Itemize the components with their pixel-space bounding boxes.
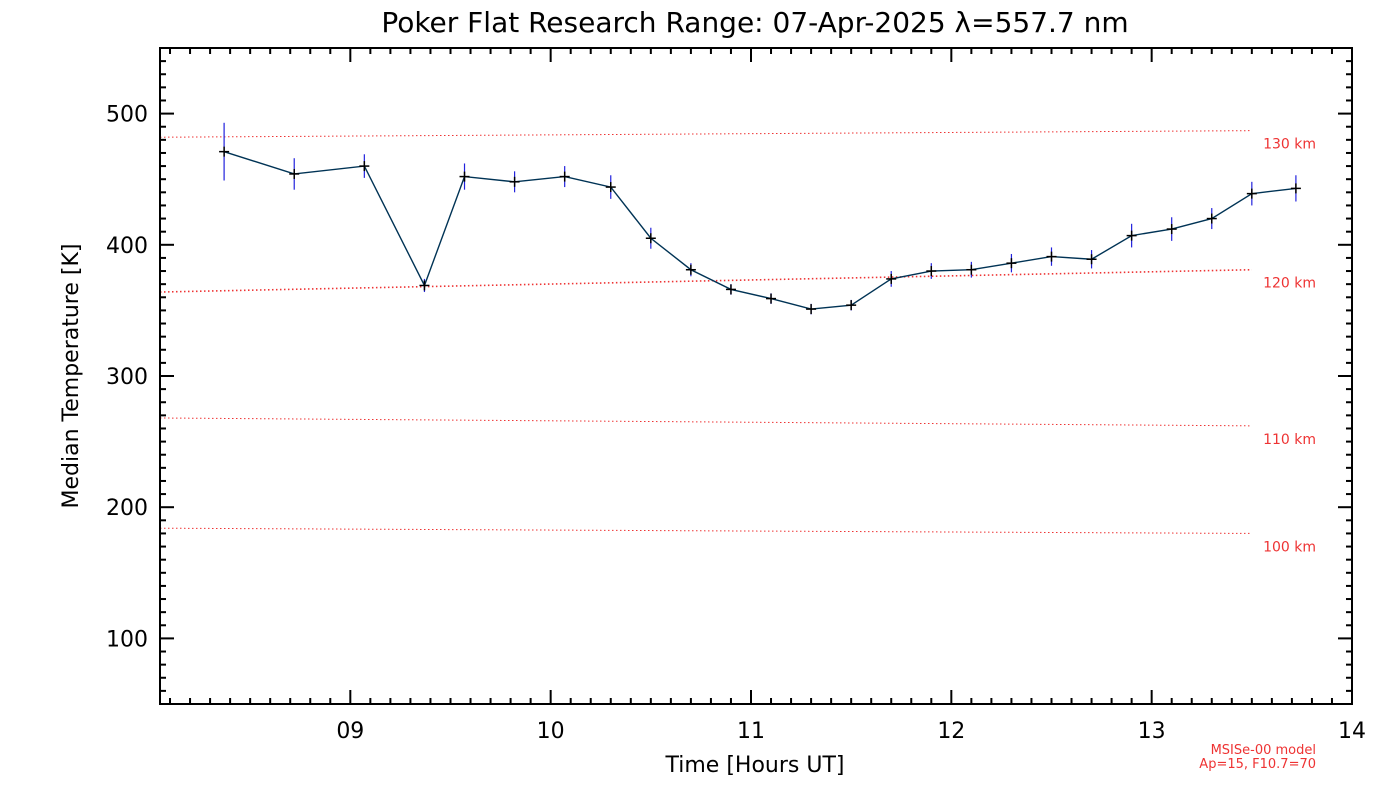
data-point xyxy=(289,168,300,179)
tick-layer: 09 10 11 12 13 14 100 200 300 400 500 xyxy=(106,47,1366,744)
x-tick-label: 11 xyxy=(737,719,765,744)
x-axis-label: Time [Hours UT] xyxy=(665,753,845,778)
data-point xyxy=(926,266,937,277)
data-point xyxy=(1290,183,1301,194)
y-tick-label: 300 xyxy=(106,365,148,390)
x-tick-label: 10 xyxy=(537,719,565,744)
chart-title: Poker Flat Research Range: 07-Apr-2025 λ… xyxy=(381,6,1128,39)
data-point xyxy=(559,171,570,182)
data-point xyxy=(419,280,430,291)
data-point xyxy=(219,146,230,157)
x-tick-label: 12 xyxy=(937,719,965,744)
data-point xyxy=(1246,188,1257,199)
y-tick-label: 500 xyxy=(106,103,148,128)
plot-frame xyxy=(159,47,1353,705)
temperature-series-line xyxy=(223,150,1296,310)
data-point xyxy=(359,161,370,172)
data-point xyxy=(966,264,977,275)
data-point xyxy=(645,233,656,244)
y-tick-label: 100 xyxy=(106,627,148,652)
x-tick-label: 14 xyxy=(1338,719,1366,744)
data-point xyxy=(459,171,470,182)
data-point xyxy=(1166,224,1177,235)
x-tick-label: 09 xyxy=(336,719,364,744)
data-point xyxy=(766,293,777,304)
data-point xyxy=(509,176,520,187)
data-point xyxy=(1086,254,1097,265)
data-point xyxy=(1046,251,1057,262)
data-point xyxy=(725,284,736,295)
data-point xyxy=(1206,213,1217,224)
series-layer xyxy=(219,122,1301,315)
y-tick-label: 200 xyxy=(106,496,148,521)
model-line-130km xyxy=(159,130,1252,138)
data-point xyxy=(846,300,857,311)
model-footnote-line2: Ap=15, F10.7=70 xyxy=(1199,757,1316,772)
data-point xyxy=(886,273,897,284)
model-layer: 130 km 120 km 110 km 100 km xyxy=(159,130,1316,555)
model-line-label: 100 km xyxy=(1263,539,1316,555)
data-point xyxy=(1006,258,1017,269)
model-line-120km xyxy=(159,268,1252,293)
model-line-100km xyxy=(159,527,1252,534)
model-line-label: 110 km xyxy=(1263,432,1316,448)
x-tick-label: 13 xyxy=(1138,719,1166,744)
data-point xyxy=(685,264,696,275)
y-axis-label: Median Temperature [K] xyxy=(59,244,84,509)
data-point xyxy=(605,182,616,193)
model-line-label: 120 km xyxy=(1263,276,1316,292)
data-point xyxy=(1126,230,1137,241)
model-line-label: 130 km xyxy=(1263,137,1316,153)
model-line-110km xyxy=(159,417,1252,427)
data-point xyxy=(806,304,817,315)
y-tick-label: 400 xyxy=(106,234,148,259)
model-footnote-line1: MSISe-00 model xyxy=(1211,743,1316,758)
